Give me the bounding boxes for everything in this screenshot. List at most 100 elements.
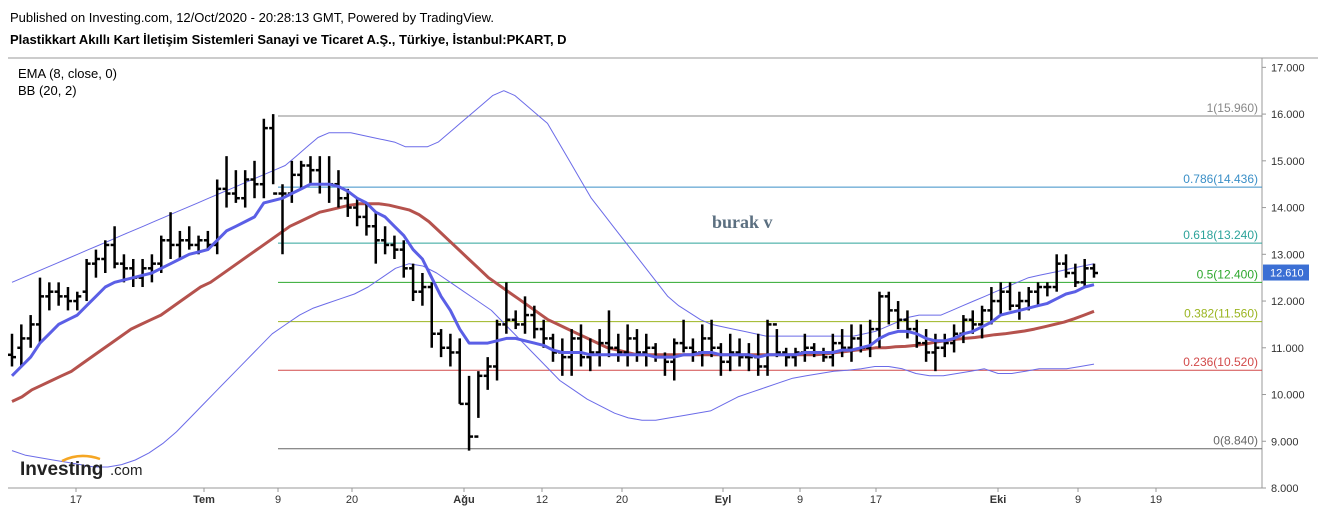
ohlc-bar (110, 226, 119, 269)
ohlc-bar (688, 338, 697, 362)
ohlc-bar (278, 184, 287, 255)
investing-logo: Investing .com (20, 454, 143, 480)
svg-text:.com: .com (110, 462, 143, 479)
ohlc-bar (409, 263, 418, 302)
ohlc-bar (175, 230, 184, 259)
y-tick-label: 11.000 (1271, 343, 1304, 355)
ohlc-bar (8, 333, 16, 367)
chart-annotation: burak v (712, 212, 773, 232)
ohlc-bar (371, 212, 380, 264)
bb-middle-line (11, 202, 1095, 403)
x-tick-label: 9 (797, 494, 803, 506)
ohlc-bar (614, 333, 623, 362)
ohlc-bar (1015, 291, 1024, 320)
ohlc-bar (866, 319, 875, 358)
ohlc-bar (1071, 263, 1080, 288)
ohlc-bar (166, 212, 175, 259)
x-tick-label: 17 (70, 494, 82, 506)
x-tick-label: 19 (1150, 494, 1162, 506)
ohlc-bar (651, 343, 660, 362)
chart-title: Plastikkart Akıllı Kart İletişim Sisteml… (10, 32, 567, 47)
ohlc-bar (679, 319, 688, 353)
ohlc-bar (604, 310, 613, 358)
last-price-tag: 12.610 (1263, 264, 1309, 281)
ohlc-bar (390, 235, 399, 259)
ohlc-bar (782, 347, 791, 367)
fib-level-label: 0.5(12.400) (1197, 267, 1258, 281)
published-note: Published on Investing.com, 12/Oct/2020 … (10, 10, 494, 25)
ohlc-bar (315, 156, 324, 194)
ohlc-bar (772, 323, 781, 358)
ohlc-bar (1080, 258, 1089, 288)
ohlc-bar (539, 319, 548, 348)
ohlc-bar (576, 324, 585, 367)
ohlc-bar (250, 160, 259, 199)
ohlc-bar (884, 291, 893, 325)
bb-lower-line (11, 263, 1095, 468)
ohlc-bar (502, 282, 511, 334)
ohlc-bar (129, 258, 138, 288)
ohlc-bar (269, 114, 278, 195)
ohlc-bar (707, 319, 716, 358)
ohlc-bar (726, 333, 735, 372)
y-tick-label: 15.000 (1271, 156, 1305, 168)
x-tick-label: Eyl (715, 494, 732, 506)
ohlc-bar (231, 170, 240, 203)
x-tick-label: 20 (616, 494, 628, 506)
ohlc-bar (1090, 263, 1098, 278)
ohlc-bar (483, 357, 492, 390)
ohlc-bar (138, 258, 147, 288)
ohlc-bar (595, 329, 604, 367)
ohlc-bar (446, 333, 455, 367)
ohlc-bar (828, 333, 837, 367)
ohlc-bar (455, 338, 464, 406)
ohlc-bar (17, 324, 26, 367)
fibonacci-levels: 1(15.960) 0.786(14.436) 0.618(13.240) 0.5(1… (278, 101, 1262, 450)
indicator-ema-label: EMA (8, close, 0) (18, 66, 117, 81)
x-axis: 17 Tem 9 20 Ağu 12 20 Eyl 9 17 Eki 9 19 (70, 488, 1162, 506)
ohlc-bar (698, 324, 707, 367)
ohlc-bar (940, 333, 949, 358)
y-tick-label: 14.000 (1271, 203, 1305, 215)
y-axis: 8.000 9.000 10.000 11.000 12.000 13.000 14.000… (1262, 62, 1305, 495)
ohlc-bar (82, 258, 91, 302)
ohlc-bar (1052, 254, 1061, 292)
ohlc-bar (26, 315, 35, 348)
bb-upper-line (11, 90, 1095, 337)
ohlc-bar (91, 249, 100, 278)
x-tick-label: 17 (870, 494, 882, 506)
ohlc-bar (623, 324, 632, 367)
ohlc-bar (1043, 282, 1052, 297)
ohlc-bar (670, 338, 679, 381)
ohlc-bar (838, 329, 847, 358)
ema-line-path (10, 182, 1095, 377)
ohlc-bar (763, 319, 772, 376)
ohlc-bar (325, 156, 334, 203)
ohlc-bar (73, 291, 82, 311)
ohlc-bar (465, 375, 474, 451)
ohlc-bar (511, 310, 520, 330)
ohlc-bar (343, 188, 352, 217)
ohlc-bar (521, 296, 530, 334)
ohlc-bar (185, 226, 194, 250)
ohlc-bar (847, 324, 856, 362)
ohlc-bar (922, 329, 931, 362)
ohlc-bar (362, 202, 371, 236)
x-tick-label: Eki (990, 494, 1007, 506)
fib-level-label: 0.236(10.520) (1183, 355, 1258, 369)
ohlc-bar (996, 282, 1005, 316)
x-tick-label: 9 (1075, 494, 1081, 506)
fib-level-label: 0.382(11.560) (1184, 307, 1258, 321)
x-tick-label: Tem (193, 494, 215, 506)
y-tick-label: 9.000 (1271, 436, 1299, 448)
ohlc-bar (399, 240, 408, 278)
ohlc-bar (63, 287, 72, 311)
ohlc-bar (381, 226, 390, 255)
bollinger-bands (11, 90, 1095, 468)
ohlc-bar (987, 287, 996, 325)
ohlc-bar (716, 343, 725, 376)
ohlc-bar (642, 333, 651, 367)
ohlc-bar (1006, 282, 1015, 311)
ohlc-bar (147, 254, 156, 283)
